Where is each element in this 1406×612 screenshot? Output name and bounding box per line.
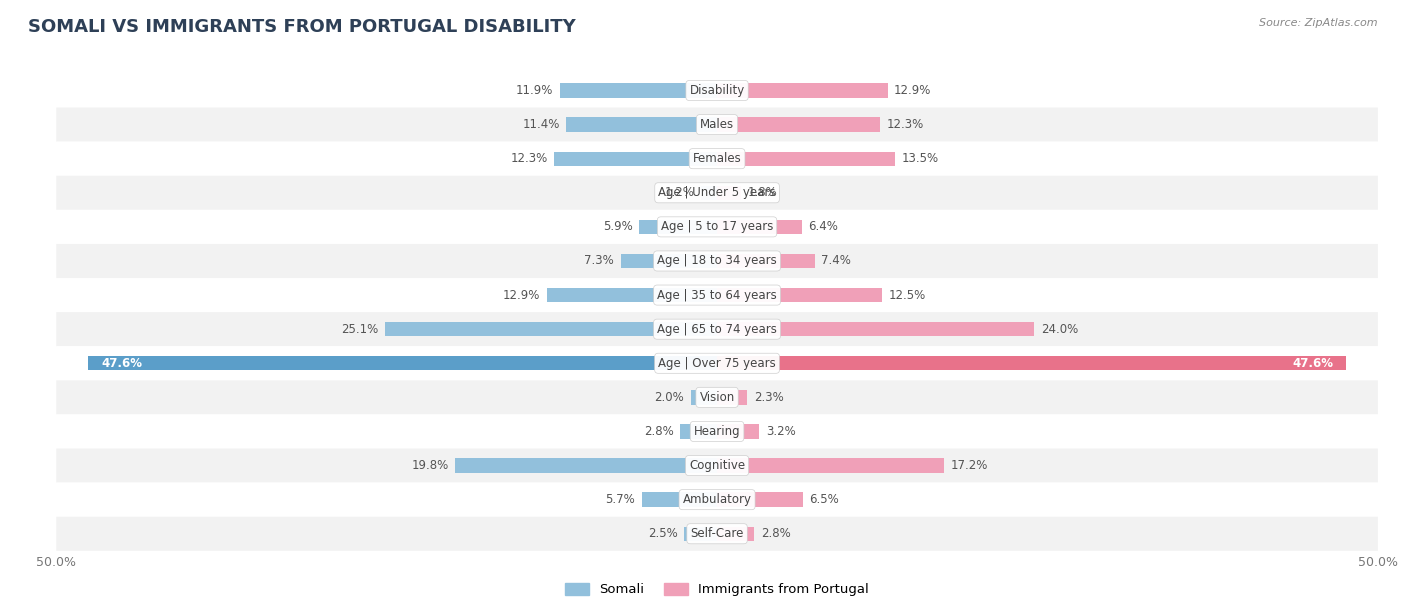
Text: 11.9%: 11.9% bbox=[516, 84, 553, 97]
Text: 12.9%: 12.9% bbox=[502, 289, 540, 302]
Text: 5.7%: 5.7% bbox=[606, 493, 636, 506]
Text: Ambulatory: Ambulatory bbox=[682, 493, 752, 506]
Text: 6.4%: 6.4% bbox=[808, 220, 838, 233]
Bar bbox=[717, 322, 1035, 337]
Text: SOMALI VS IMMIGRANTS FROM PORTUGAL DISABILITY: SOMALI VS IMMIGRANTS FROM PORTUGAL DISAB… bbox=[28, 18, 576, 36]
Text: Age | 65 to 74 years: Age | 65 to 74 years bbox=[657, 323, 778, 335]
FancyBboxPatch shape bbox=[56, 210, 1378, 244]
Bar bbox=[681, 424, 717, 439]
Bar bbox=[89, 356, 717, 370]
Bar bbox=[717, 152, 896, 166]
Legend: Somali, Immigrants from Portugal: Somali, Immigrants from Portugal bbox=[560, 578, 875, 602]
Bar bbox=[640, 220, 717, 234]
Text: Age | 18 to 34 years: Age | 18 to 34 years bbox=[657, 255, 778, 267]
Text: 3.2%: 3.2% bbox=[766, 425, 796, 438]
FancyBboxPatch shape bbox=[56, 517, 1378, 551]
Text: 17.2%: 17.2% bbox=[950, 459, 988, 472]
Text: 1.2%: 1.2% bbox=[665, 186, 695, 200]
Text: 6.5%: 6.5% bbox=[810, 493, 839, 506]
Text: Age | Under 5 years: Age | Under 5 years bbox=[658, 186, 776, 200]
Text: Females: Females bbox=[693, 152, 741, 165]
Text: 13.5%: 13.5% bbox=[903, 152, 939, 165]
FancyBboxPatch shape bbox=[56, 449, 1378, 483]
Bar bbox=[717, 458, 945, 472]
Text: 47.6%: 47.6% bbox=[101, 357, 142, 370]
Bar bbox=[717, 118, 880, 132]
Bar bbox=[547, 288, 717, 302]
Text: Age | 35 to 64 years: Age | 35 to 64 years bbox=[657, 289, 778, 302]
Bar bbox=[685, 526, 717, 541]
Text: Hearing: Hearing bbox=[693, 425, 741, 438]
Bar bbox=[456, 458, 717, 472]
Text: Age | 5 to 17 years: Age | 5 to 17 years bbox=[661, 220, 773, 233]
Text: 19.8%: 19.8% bbox=[412, 459, 449, 472]
Text: 2.5%: 2.5% bbox=[648, 528, 678, 540]
Text: 24.0%: 24.0% bbox=[1040, 323, 1078, 335]
Text: Males: Males bbox=[700, 118, 734, 131]
Bar bbox=[717, 493, 803, 507]
FancyBboxPatch shape bbox=[56, 483, 1378, 517]
Bar bbox=[717, 526, 754, 541]
Bar bbox=[717, 356, 1346, 370]
Text: 2.0%: 2.0% bbox=[654, 391, 685, 404]
Bar bbox=[717, 424, 759, 439]
Bar bbox=[554, 152, 717, 166]
Text: 25.1%: 25.1% bbox=[342, 323, 378, 335]
Bar bbox=[567, 118, 717, 132]
Bar bbox=[717, 288, 883, 302]
Bar bbox=[560, 83, 717, 98]
Text: 12.3%: 12.3% bbox=[886, 118, 924, 131]
Text: 1.8%: 1.8% bbox=[748, 186, 778, 200]
Text: 12.5%: 12.5% bbox=[889, 289, 927, 302]
Text: Cognitive: Cognitive bbox=[689, 459, 745, 472]
Text: 7.4%: 7.4% bbox=[821, 255, 852, 267]
Bar bbox=[717, 185, 741, 200]
Text: 7.3%: 7.3% bbox=[585, 255, 614, 267]
Text: 12.9%: 12.9% bbox=[894, 84, 932, 97]
Text: 2.3%: 2.3% bbox=[754, 391, 783, 404]
FancyBboxPatch shape bbox=[56, 176, 1378, 210]
Bar bbox=[690, 390, 717, 405]
Text: 47.6%: 47.6% bbox=[1292, 357, 1333, 370]
Text: Self-Care: Self-Care bbox=[690, 528, 744, 540]
Bar bbox=[620, 254, 717, 268]
Text: 12.3%: 12.3% bbox=[510, 152, 548, 165]
FancyBboxPatch shape bbox=[56, 312, 1378, 346]
Text: 2.8%: 2.8% bbox=[761, 528, 790, 540]
Text: 5.9%: 5.9% bbox=[603, 220, 633, 233]
Text: 2.8%: 2.8% bbox=[644, 425, 673, 438]
Text: Vision: Vision bbox=[699, 391, 735, 404]
Bar bbox=[717, 220, 801, 234]
FancyBboxPatch shape bbox=[56, 73, 1378, 108]
Bar bbox=[702, 185, 717, 200]
Text: Disability: Disability bbox=[689, 84, 745, 97]
FancyBboxPatch shape bbox=[56, 141, 1378, 176]
Text: Source: ZipAtlas.com: Source: ZipAtlas.com bbox=[1260, 18, 1378, 28]
Text: Age | Over 75 years: Age | Over 75 years bbox=[658, 357, 776, 370]
Bar bbox=[385, 322, 717, 337]
Text: 11.4%: 11.4% bbox=[523, 118, 560, 131]
FancyBboxPatch shape bbox=[56, 278, 1378, 312]
FancyBboxPatch shape bbox=[56, 380, 1378, 414]
Bar bbox=[717, 83, 887, 98]
FancyBboxPatch shape bbox=[56, 414, 1378, 449]
Bar bbox=[717, 254, 815, 268]
Bar bbox=[717, 390, 748, 405]
FancyBboxPatch shape bbox=[56, 346, 1378, 380]
Bar bbox=[641, 493, 717, 507]
FancyBboxPatch shape bbox=[56, 108, 1378, 141]
FancyBboxPatch shape bbox=[56, 244, 1378, 278]
